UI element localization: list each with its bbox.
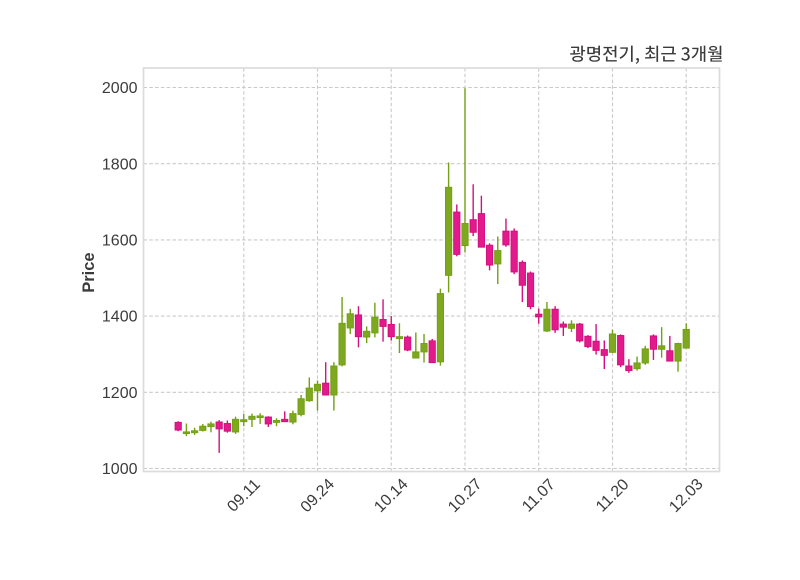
svg-text:1800: 1800 [102,156,138,173]
svg-text:1600: 1600 [102,233,138,250]
svg-text:1200: 1200 [102,385,138,402]
svg-text:1400: 1400 [102,309,138,326]
svg-text:1000: 1000 [102,461,138,478]
svg-text:Price: Price [80,252,98,292]
svg-text:2000: 2000 [102,80,138,97]
